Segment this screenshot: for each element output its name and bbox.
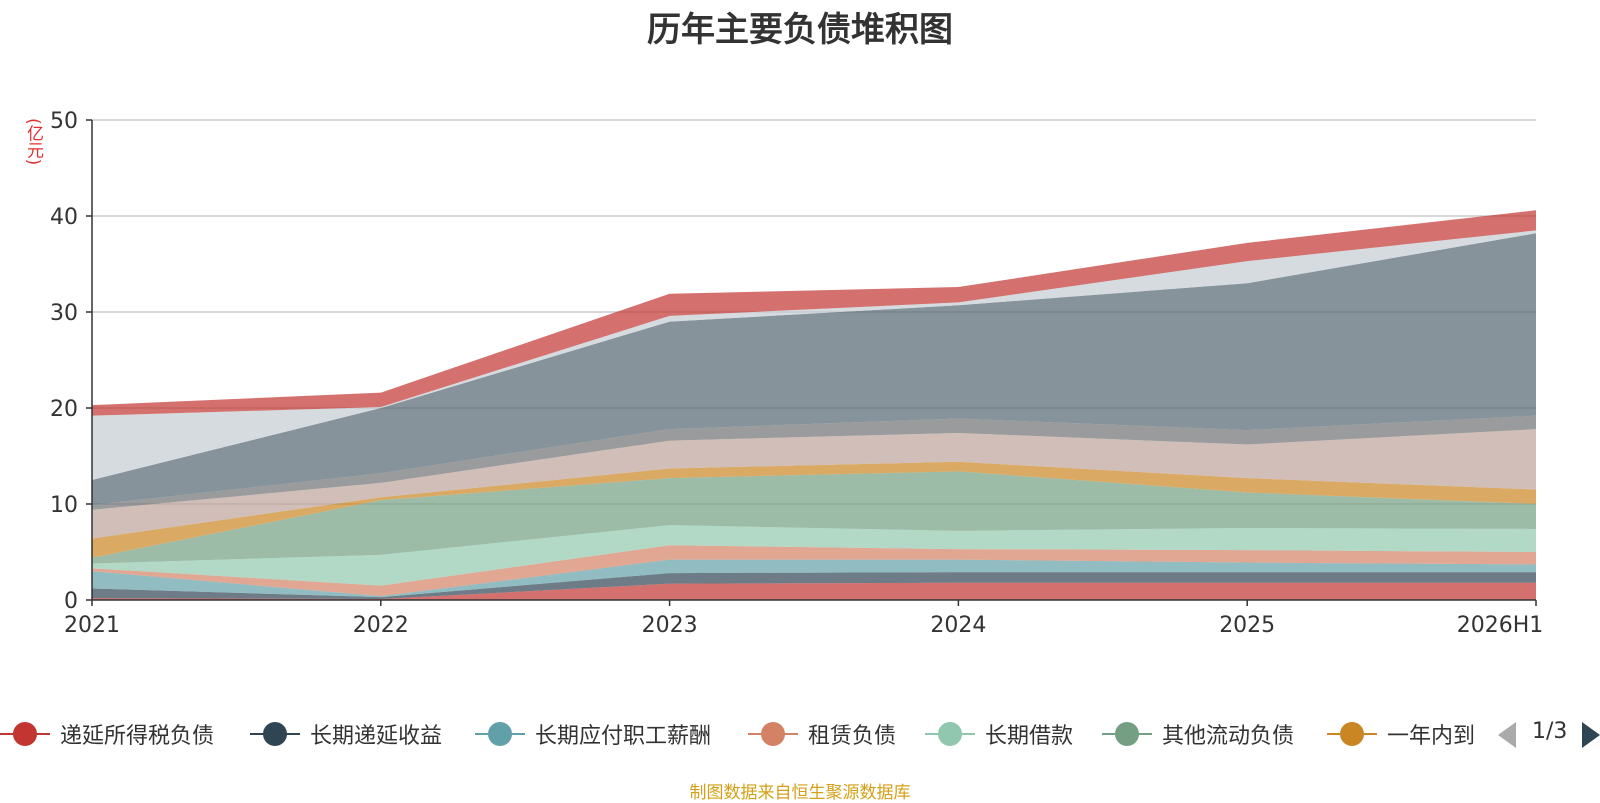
legend-item[interactable]: 一年内到 [1327, 716, 1475, 752]
area-series-2[interactable] [92, 559, 1536, 598]
legend-page-indicator: 1/3 [1532, 719, 1568, 744]
area-series [92, 210, 1536, 600]
x-tick-label: 2024 [930, 613, 986, 638]
y-tick-label: 30 [50, 301, 78, 326]
legend-item[interactable]: 其他流动负债 [1102, 716, 1294, 752]
legend-item[interactable]: 递延所得税负债 [0, 716, 214, 752]
x-tick-label: 2023 [642, 613, 698, 638]
x-tick-label: 2025 [1219, 613, 1275, 638]
y-tick-label: 10 [50, 493, 78, 518]
legend-marker-icon [250, 716, 300, 752]
area-series-0[interactable] [92, 582, 1536, 600]
y-tick-label: 40 [50, 205, 78, 230]
legend-marker-icon [475, 716, 525, 752]
legend-prev-page-icon[interactable] [1498, 722, 1516, 748]
legend-marker-icon [925, 716, 975, 752]
legend-marker-icon [0, 716, 50, 752]
legend-label: 其他流动负债 [1162, 724, 1295, 749]
legend-marker-icon [1327, 716, 1377, 752]
legend-label: 一年内到 [1387, 724, 1476, 749]
axes: 0 10 20 30 40 50 2021 2022 2023 2024 2025 2026H1 [50, 109, 1543, 638]
legend-marker-icon [1102, 716, 1152, 752]
legend-label: 长期借款 [985, 724, 1074, 749]
legend-item[interactable]: 租赁负债 [748, 716, 896, 752]
legend-marker-icon [748, 716, 798, 752]
area-series-9[interactable] [92, 233, 1536, 505]
chart-title: 历年主要负债堆积图 [647, 10, 953, 50]
area-series-10[interactable] [92, 230, 1536, 480]
area-series-4[interactable] [92, 525, 1536, 586]
legend-next-page-icon[interactable] [1582, 722, 1600, 748]
legend-label: 长期应付职工薪酬 [535, 724, 712, 749]
y-axis-unit-label: (亿元) [23, 118, 43, 166]
y-tick-label: 50 [50, 109, 78, 134]
area-series-6[interactable] [92, 461, 1536, 558]
source-note: 制图数据来自恒生聚源数据库 [689, 783, 911, 803]
x-tick-label: 2021 [64, 613, 120, 638]
legend-pager: 1/3 [1498, 716, 1600, 752]
area-series-8[interactable] [92, 415, 1536, 510]
legend-label: 递延所得税负债 [60, 724, 215, 749]
legend-item[interactable]: 长期递延收益 [250, 716, 442, 752]
area-series-1[interactable] [92, 572, 1536, 600]
legend-item[interactable]: 长期借款 [925, 716, 1073, 752]
legend: 递延所得税负债 长期递延收益 长期应付职工薪酬 租赁负债 长期借款 其他流动负债 一年内到 [0, 716, 1600, 756]
area-series-11[interactable] [92, 210, 1536, 416]
legend-item[interactable]: 长期应付职工薪酬 [475, 716, 711, 752]
area-series-7[interactable] [92, 429, 1536, 539]
legend-label: 长期递延收益 [310, 724, 443, 749]
x-tick-label: 2026H1 [1457, 613, 1544, 638]
x-tick-label: 2022 [353, 613, 409, 638]
legend-label: 租赁负债 [808, 724, 897, 749]
area-series-3[interactable] [92, 545, 1536, 597]
y-tick-label: 20 [50, 397, 78, 422]
y-tick-label: 0 [64, 589, 78, 614]
area-series-5[interactable] [92, 471, 1536, 564]
